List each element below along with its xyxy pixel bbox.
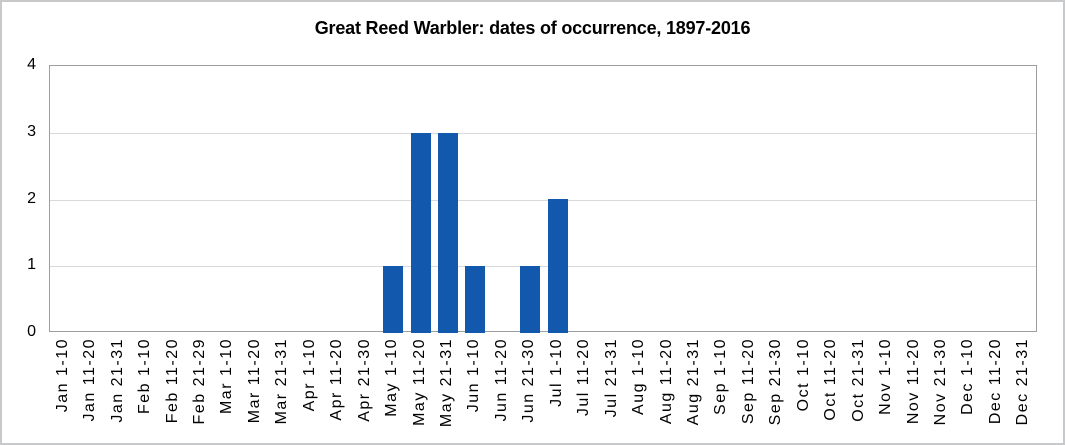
x-axis-tick-label: Feb 21-29 <box>190 338 208 425</box>
bar <box>383 266 404 333</box>
x-axis-tick-label: Oct 1-10 <box>794 338 812 412</box>
x-axis-tick-label: Aug 21-31 <box>684 338 702 426</box>
bar <box>547 199 568 333</box>
x-axis-tick-label: Sep 21-30 <box>767 338 785 426</box>
x-axis-tick-label: Jan 21-31 <box>108 338 126 423</box>
x-axis-tick-label: Nov 11-20 <box>904 338 922 425</box>
x-axis-tick-label: May 21-31 <box>437 338 455 428</box>
x-axis-tick-label: Feb 11-20 <box>163 338 181 424</box>
x-axis-tick-label: May 1-10 <box>383 338 401 417</box>
x-axis-tick-label: Feb 1-10 <box>136 338 154 415</box>
x-axis-tick-label: Jul 11-20 <box>575 338 593 417</box>
x-axis-tick-label: Mar 11-20 <box>245 338 263 424</box>
gridline <box>50 199 1036 201</box>
x-axis-tick-label: Apr 1-10 <box>300 338 318 412</box>
x-axis-tick-label: Jan 1-10 <box>53 338 71 413</box>
x-axis-tick-label: Nov 21-30 <box>931 338 949 426</box>
x-axis-tick-label: Apr 11-20 <box>328 338 346 421</box>
x-axis-tick-label: Apr 21-30 <box>355 338 373 422</box>
x-axis-tick-label: Oct 11-20 <box>822 338 840 421</box>
x-axis-tick-label: Jan 11-20 <box>81 338 99 422</box>
x-axis-tick-label: Jun 1-10 <box>465 338 483 413</box>
x-axis-tick-label: Dec 1-10 <box>959 338 977 415</box>
x-axis-tick-label: Dec 11-20 <box>986 338 1004 425</box>
x-axis-tick-label: Jun 21-30 <box>520 338 538 423</box>
chart-title: Great Reed Warbler: dates of occurrence,… <box>314 18 751 38</box>
bar <box>437 133 458 333</box>
bar <box>520 266 541 333</box>
x-axis-tick-label: Dec 21-31 <box>1014 338 1032 426</box>
x-axis-tick-label: Aug 1-10 <box>630 338 648 415</box>
x-axis-tick-label: Oct 21-31 <box>849 338 867 422</box>
x-axis-tick-label: Nov 1-10 <box>877 338 895 415</box>
y-axis-tick-label: 2 <box>27 189 36 207</box>
y-axis-tick-label: 1 <box>27 256 36 274</box>
x-axis-tick-label: Jul 1-10 <box>547 338 565 407</box>
x-axis-tick-label: Mar 1-10 <box>218 338 236 415</box>
x-axis-tick-label: May 11-20 <box>410 338 428 426</box>
x-axis-tick-label: Jul 21-31 <box>602 338 620 418</box>
x-axis-tick-label: Jun 11-20 <box>492 338 510 422</box>
y-axis-tick-label: 0 <box>27 323 36 340</box>
y-axis-tick-label: 3 <box>27 122 36 140</box>
gridline <box>50 266 1036 268</box>
x-axis-tick-label: Sep 1-10 <box>712 338 730 415</box>
plot-area <box>49 65 1037 333</box>
bar <box>465 266 486 333</box>
x-axis-tick-label: Mar 21-31 <box>273 338 291 425</box>
x-axis-tick-label: Aug 11-20 <box>657 338 675 425</box>
gridline <box>50 132 1036 134</box>
y-axis-tick-label: 4 <box>27 56 36 73</box>
x-axis-tick-label: Sep 11-20 <box>739 338 757 425</box>
bar <box>410 133 431 333</box>
